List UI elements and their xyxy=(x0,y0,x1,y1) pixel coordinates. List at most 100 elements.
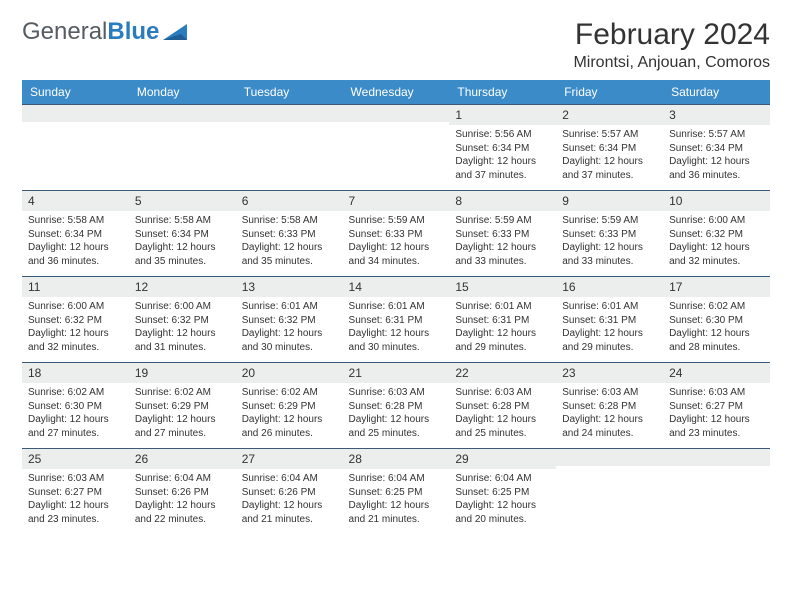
day-detail-line: Daylight: 12 hours and 37 minutes. xyxy=(455,155,550,182)
day-number: 12 xyxy=(129,276,236,297)
day-number: 4 xyxy=(22,190,129,211)
day-detail-line: Sunrise: 6:04 AM xyxy=(135,472,230,486)
calendar-day-cell: 21Sunrise: 6:03 AMSunset: 6:28 PMDayligh… xyxy=(343,362,450,448)
day-detail-line: Sunrise: 5:57 AM xyxy=(562,128,657,142)
day-detail-line: Sunrise: 5:59 AM xyxy=(455,214,550,228)
day-detail-line: Sunset: 6:33 PM xyxy=(562,228,657,242)
day-number: 17 xyxy=(663,276,770,297)
calendar-day-cell: 28Sunrise: 6:04 AMSunset: 6:25 PMDayligh… xyxy=(343,448,450,534)
day-number: 25 xyxy=(22,448,129,469)
day-detail-line: Sunrise: 5:56 AM xyxy=(455,128,550,142)
day-number: 24 xyxy=(663,362,770,383)
day-number xyxy=(236,104,343,122)
day-detail-line: Sunrise: 6:01 AM xyxy=(242,300,337,314)
day-detail-line: Sunset: 6:26 PM xyxy=(135,486,230,500)
day-number xyxy=(22,104,129,122)
calendar-day-cell: 20Sunrise: 6:02 AMSunset: 6:29 PMDayligh… xyxy=(236,362,343,448)
day-number: 7 xyxy=(343,190,450,211)
day-number: 18 xyxy=(22,362,129,383)
day-detail-line: Sunset: 6:32 PM xyxy=(669,228,764,242)
day-detail-line: Sunrise: 6:04 AM xyxy=(455,472,550,486)
day-detail-line: Daylight: 12 hours and 34 minutes. xyxy=(349,241,444,268)
calendar-day-cell: 26Sunrise: 6:04 AMSunset: 6:26 PMDayligh… xyxy=(129,448,236,534)
day-detail-line: Sunset: 6:32 PM xyxy=(242,314,337,328)
calendar-day-cell: 17Sunrise: 6:02 AMSunset: 6:30 PMDayligh… xyxy=(663,276,770,362)
month-title: February 2024 xyxy=(573,18,770,52)
day-detail-line: Sunrise: 6:03 AM xyxy=(349,386,444,400)
day-detail-line: Sunset: 6:32 PM xyxy=(28,314,123,328)
day-number: 5 xyxy=(129,190,236,211)
calendar-day-cell: 29Sunrise: 6:04 AMSunset: 6:25 PMDayligh… xyxy=(449,448,556,534)
calendar-day-cell: 24Sunrise: 6:03 AMSunset: 6:27 PMDayligh… xyxy=(663,362,770,448)
day-detail-line: Sunrise: 6:00 AM xyxy=(669,214,764,228)
day-content: Sunrise: 6:01 AMSunset: 6:32 PMDaylight:… xyxy=(236,297,343,358)
calendar-day-cell: 9Sunrise: 5:59 AMSunset: 6:33 PMDaylight… xyxy=(556,190,663,276)
calendar-day-cell xyxy=(556,448,663,534)
day-detail-line: Sunset: 6:28 PM xyxy=(562,400,657,414)
day-detail-line: Daylight: 12 hours and 33 minutes. xyxy=(455,241,550,268)
calendar-day-cell: 25Sunrise: 6:03 AMSunset: 6:27 PMDayligh… xyxy=(22,448,129,534)
day-number xyxy=(129,104,236,122)
day-detail-line: Sunrise: 5:59 AM xyxy=(349,214,444,228)
day-number: 10 xyxy=(663,190,770,211)
day-detail-line: Sunrise: 6:01 AM xyxy=(562,300,657,314)
day-detail-line: Daylight: 12 hours and 31 minutes. xyxy=(135,327,230,354)
day-detail-line: Sunrise: 5:58 AM xyxy=(135,214,230,228)
calendar-day-cell: 12 Sunrise: 6:00 AMSunset: 6:32 PMDayligh… xyxy=(129,276,236,362)
day-content: Sunrise: 6:00 AMSunset: 6:32 PMDaylight:… xyxy=(22,297,129,358)
day-content: Sunrise: 6:03 AMSunset: 6:28 PMDaylight:… xyxy=(449,383,556,444)
day-detail-line: Sunrise: 6:03 AM xyxy=(562,386,657,400)
calendar-day-cell xyxy=(343,104,450,190)
calendar-day-cell: 15Sunrise: 6:01 AMSunset: 6:31 PMDayligh… xyxy=(449,276,556,362)
day-number: 11 xyxy=(22,276,129,297)
day-content: Sunrise: 5:57 AMSunset: 6:34 PMDaylight:… xyxy=(663,125,770,186)
day-detail-line: Sunset: 6:27 PM xyxy=(669,400,764,414)
day-detail-line: Sunrise: 6:01 AM xyxy=(349,300,444,314)
day-detail-line: Sunset: 6:34 PM xyxy=(135,228,230,242)
calendar-day-cell: 10 Sunrise: 6:00 AMSunset: 6:32 PMDayligh… xyxy=(663,190,770,276)
day-detail-line: Daylight: 12 hours and 32 minutes. xyxy=(669,241,764,268)
calendar-table: SundayMondayTuesdayWednesdayThursdayFrid… xyxy=(22,80,770,534)
day-number xyxy=(343,104,450,122)
day-detail-line: Daylight: 12 hours and 25 minutes. xyxy=(349,413,444,440)
calendar-day-cell: 18Sunrise: 6:02 AMSunset: 6:30 PMDayligh… xyxy=(22,362,129,448)
calendar-day-cell: 5Sunrise: 5:58 AMSunset: 6:34 PMDaylight… xyxy=(129,190,236,276)
day-detail-line: Sunset: 6:25 PM xyxy=(349,486,444,500)
day-detail-line: Daylight: 12 hours and 36 minutes. xyxy=(669,155,764,182)
calendar-day-cell: 7Sunrise: 5:59 AMSunset: 6:33 PMDaylight… xyxy=(343,190,450,276)
calendar-day-cell: 1Sunrise: 5:56 AMSunset: 6:34 PMDaylight… xyxy=(449,104,556,190)
day-detail-line: Daylight: 12 hours and 37 minutes. xyxy=(562,155,657,182)
day-content: Sunrise: 5:59 AMSunset: 6:33 PMDaylight:… xyxy=(449,211,556,272)
day-detail-line: Sunrise: 6:00 AM xyxy=(135,300,230,314)
day-content: Sunrise: 6:02 AMSunset: 6:30 PMDaylight:… xyxy=(22,383,129,444)
day-number: 8 xyxy=(449,190,556,211)
day-detail-line: Daylight: 12 hours and 27 minutes. xyxy=(135,413,230,440)
day-content: Sunrise: 6:03 AMSunset: 6:28 PMDaylight:… xyxy=(556,383,663,444)
day-number: 15 xyxy=(449,276,556,297)
calendar-header-row: SundayMondayTuesdayWednesdayThursdayFrid… xyxy=(22,80,770,104)
day-content: Sunrise: 6:03 AMSunset: 6:27 PMDaylight:… xyxy=(663,383,770,444)
day-detail-line: Daylight: 12 hours and 21 minutes. xyxy=(242,499,337,526)
logo-text-2: Blue xyxy=(107,18,159,46)
day-detail-line: Sunset: 6:34 PM xyxy=(669,142,764,156)
day-number: 14 xyxy=(343,276,450,297)
day-detail-line: Daylight: 12 hours and 35 minutes. xyxy=(242,241,337,268)
day-detail-line: Sunset: 6:34 PM xyxy=(28,228,123,242)
weekday-header: Friday xyxy=(556,80,663,104)
title-block: February 2024 Mirontsi, Anjouan, Comoros xyxy=(573,18,770,72)
day-content: Sunrise: 5:59 AMSunset: 6:33 PMDaylight:… xyxy=(556,211,663,272)
day-detail-line: Sunset: 6:26 PM xyxy=(242,486,337,500)
day-content: Sunrise: 6:01 AMSunset: 6:31 PMDaylight:… xyxy=(556,297,663,358)
calendar-day-cell: 13Sunrise: 6:01 AMSunset: 6:32 PMDayligh… xyxy=(236,276,343,362)
day-content: Sunrise: 6:02 AMSunset: 6:29 PMDaylight:… xyxy=(236,383,343,444)
day-detail-line: Daylight: 12 hours and 28 minutes. xyxy=(669,327,764,354)
day-number: 21 xyxy=(343,362,450,383)
day-detail-line: Sunset: 6:32 PM xyxy=(135,314,230,328)
calendar-week-row: 1Sunrise: 5:56 AMSunset: 6:34 PMDaylight… xyxy=(22,104,770,190)
day-detail-line: Sunset: 6:29 PM xyxy=(242,400,337,414)
day-detail-line: Daylight: 12 hours and 23 minutes. xyxy=(669,413,764,440)
day-number: 3 xyxy=(663,104,770,125)
day-detail-line: Sunrise: 6:03 AM xyxy=(669,386,764,400)
logo-text-1: General xyxy=(22,18,107,46)
calendar-day-cell: 8Sunrise: 5:59 AMSunset: 6:33 PMDaylight… xyxy=(449,190,556,276)
